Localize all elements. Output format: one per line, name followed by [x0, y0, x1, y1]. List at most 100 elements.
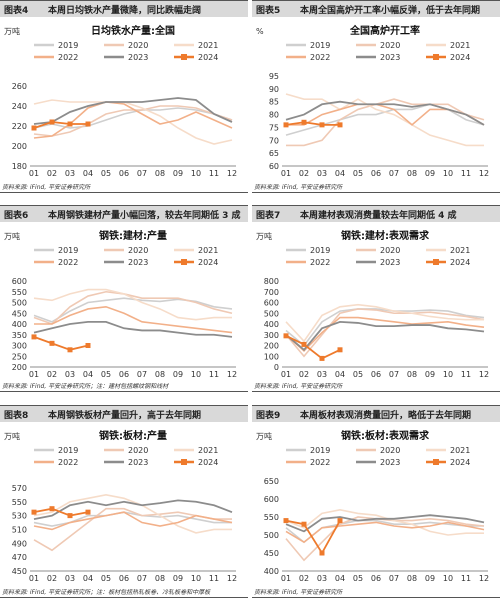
series-2024-point — [337, 518, 343, 524]
x-tick-label: 04 — [335, 370, 345, 379]
panel-header: 图表9 本周板材表观消费量回升，略低于去年同期 — [252, 406, 500, 422]
legend-label: 2019 — [310, 41, 330, 50]
top-rule — [252, 405, 500, 406]
legend-marker — [181, 259, 187, 265]
y-tick-label: 500 — [12, 299, 27, 308]
series-2022-line — [285, 316, 485, 352]
figure-headline: 本周建材表观消费量较去年同期低 4 成 — [300, 211, 457, 221]
x-tick-label: 08 — [155, 370, 165, 379]
y-tick-label: 600 — [264, 495, 279, 504]
legend-label: 2020 — [128, 446, 148, 455]
figure-number: 图表5 — [256, 6, 281, 16]
y-unit-label: 万吨 — [256, 431, 272, 441]
x-tick-label: 09 — [173, 574, 183, 583]
legend-label: 2022 — [310, 53, 330, 62]
series-2023-line — [285, 100, 485, 126]
series-2024-point — [319, 122, 325, 128]
top-rule — [0, 405, 248, 406]
y-tick-label: 550 — [12, 288, 27, 297]
series-2024-point — [283, 122, 289, 128]
y-tick-label: 80 — [269, 111, 279, 120]
legend-label: 2024 — [198, 53, 218, 62]
x-tick-label: 02 — [47, 370, 57, 379]
x-tick-label: 05 — [353, 370, 363, 379]
top-rule — [252, 205, 500, 206]
series-2019-line — [33, 297, 233, 323]
x-tick-label: 12 — [227, 169, 237, 178]
legend-label: 2022 — [58, 258, 78, 267]
bottom-rule — [252, 192, 500, 193]
y-tick-label: 550 — [12, 498, 27, 507]
legend-label: 2024 — [450, 458, 470, 467]
bottom-rule — [252, 391, 500, 392]
legend-label: 2023 — [128, 258, 148, 267]
x-tick-label: 06 — [119, 169, 129, 178]
series-2024-point — [319, 550, 325, 556]
x-tick-label: 05 — [353, 169, 363, 178]
x-tick-label: 12 — [227, 370, 237, 379]
x-tick-label: 09 — [425, 169, 435, 178]
series-2024-point — [301, 119, 307, 125]
x-tick-label: 10 — [191, 370, 201, 379]
figure-number: 图表7 — [256, 211, 281, 221]
panel-header: 图表7 本周建材表观消费量较去年同期低 4 成 — [252, 206, 500, 222]
series-2024-point — [319, 355, 325, 361]
x-tick-label: 04 — [83, 370, 93, 379]
y-tick-label: 530 — [12, 512, 27, 521]
series-2024-point — [67, 513, 73, 519]
x-tick-label: 04 — [335, 574, 345, 583]
x-tick-label: 02 — [47, 574, 57, 583]
figure-headline: 本周全国高炉开工率小幅反弹，低于去年同期 — [300, 6, 481, 16]
series-2024-point — [85, 509, 91, 515]
x-tick-label: 06 — [371, 370, 381, 379]
series-2021-line — [33, 288, 232, 321]
y-tick-label: 65 — [269, 149, 279, 158]
series-2023-line — [33, 320, 233, 338]
x-tick-label: 05 — [353, 574, 363, 583]
x-tick-label: 07 — [137, 169, 147, 178]
chart-title: 钢铁:建材:表观需求 — [341, 229, 430, 242]
x-tick-label: 07 — [389, 169, 399, 178]
y-tick-label: 400 — [264, 567, 279, 576]
legend-label: 2021 — [198, 41, 218, 50]
series-2021-line — [285, 508, 484, 536]
x-tick-label: 12 — [479, 370, 489, 379]
y-tick-label: 100 — [264, 352, 279, 361]
chart-panel-6: 图表6 本周钢铁建材产量小幅回落，较去年同期低 3 成 万吨 钢铁:建材:产量 20… — [0, 205, 248, 400]
series-2021-line — [285, 303, 484, 343]
legend-label: 2020 — [128, 41, 148, 50]
figure-number: 图表8 — [4, 411, 29, 421]
series-2024-line — [285, 335, 341, 360]
series-2024-point — [67, 347, 73, 353]
series-2024-point — [85, 343, 91, 348]
x-tick-label: 10 — [443, 169, 453, 178]
x-tick-label: 07 — [137, 370, 147, 379]
bottom-rule — [0, 391, 248, 392]
legend-label: 2020 — [380, 41, 400, 50]
legend-label: 2019 — [58, 246, 78, 255]
y-tick-label: 700 — [264, 288, 279, 297]
x-tick-label: 03 — [65, 370, 75, 379]
legend-label: 2024 — [198, 258, 218, 267]
x-tick-label: 12 — [479, 574, 489, 583]
y-tick-label: 300 — [264, 331, 279, 340]
x-tick-label: 09 — [173, 169, 183, 178]
x-tick-label: 06 — [371, 574, 381, 583]
series-2024-point — [85, 121, 91, 127]
series-2024-point — [301, 521, 307, 527]
chart-svg: 万吨 日均铁水产量:全国 2019 2020 2021 2022 2023 2024 180 20… — [4, 24, 237, 178]
x-tick-label: 05 — [101, 370, 111, 379]
y-tick-label: 250 — [12, 352, 27, 361]
figure-number: 图表6 — [4, 211, 29, 221]
chart-panel-5: 图表5 本周全国高炉开工率小幅反弹，低于去年同期 % 全国高炉开工率 2019 202… — [252, 0, 500, 200]
x-tick-label: 09 — [173, 370, 183, 379]
x-tick-label: 07 — [389, 574, 399, 583]
legend-label: 2021 — [450, 446, 470, 455]
series-2024-point — [283, 518, 289, 524]
y-tick-label: 500 — [264, 309, 279, 318]
series-2021-line — [33, 99, 233, 145]
x-tick-label: 09 — [425, 574, 435, 583]
chart-title: 钢铁:板材:表观需求 — [341, 429, 430, 442]
series-2020-line — [286, 98, 485, 147]
y-tick-label: 95 — [269, 72, 279, 81]
